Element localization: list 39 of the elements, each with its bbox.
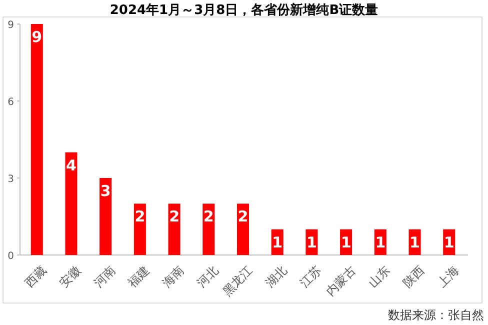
- x-tick-label: 湖北: [262, 263, 290, 290]
- x-tick-label: 海南: [160, 263, 187, 290]
- y-tick-label: 0: [8, 251, 14, 262]
- bar: [236, 204, 250, 255]
- x-tick-label: 上海: [434, 263, 462, 290]
- x-tick-label: 安徽: [56, 263, 84, 290]
- x-tick-label: 西藏: [22, 263, 50, 290]
- x-tick-label: 江苏: [297, 263, 324, 290]
- data-label: 2: [238, 208, 248, 226]
- source-note: 数据来源：张自然: [388, 308, 484, 322]
- bar: [100, 178, 112, 255]
- bar: [168, 204, 180, 255]
- data-label: 1: [340, 233, 352, 252]
- data-label: 1: [444, 233, 454, 252]
- data-label: 3: [100, 182, 111, 200]
- bar: [30, 24, 43, 255]
- y-tick-label: 9: [8, 20, 14, 31]
- bar: [134, 204, 146, 255]
- x-tick-label: 河北: [194, 263, 221, 290]
- x-tick-label: 内蒙古: [323, 263, 358, 299]
- data-label: 2: [203, 208, 214, 226]
- chart-title: 2024年1月～3月8日，各省份新增纯B证数量: [110, 2, 378, 18]
- y-tick-label: 3: [8, 174, 14, 185]
- data-label: 4: [66, 156, 76, 174]
- data-label: 2: [134, 208, 146, 226]
- data-label: 1: [306, 233, 317, 252]
- x-tick-label: 山东: [366, 263, 393, 290]
- data-label: 1: [375, 233, 386, 252]
- y-tick-label: 6: [8, 97, 14, 108]
- data-label: 1: [410, 233, 420, 252]
- data-label: 9: [32, 28, 42, 46]
- bar: [202, 204, 215, 255]
- x-tick-label: 陕西: [400, 263, 428, 290]
- x-tick-label: 福建: [125, 263, 152, 290]
- data-label: 2: [169, 208, 180, 226]
- x-tick-label: 黑龙江: [220, 263, 256, 299]
- x-tick-label: 河南: [91, 263, 118, 290]
- bar: [65, 152, 78, 255]
- data-label: 1: [272, 233, 283, 252]
